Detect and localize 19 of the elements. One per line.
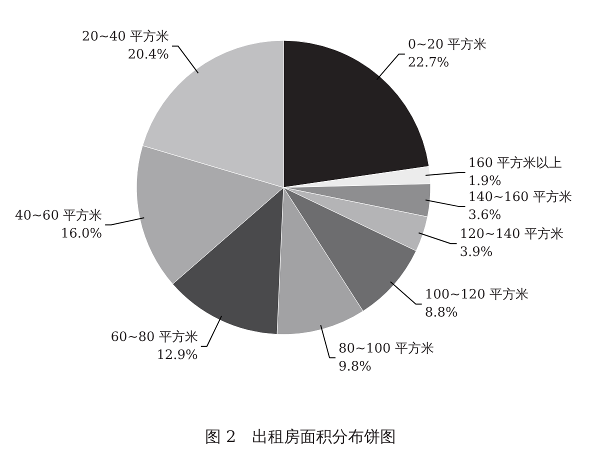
slice-label: 100~120 平方米 (424, 286, 528, 303)
slice-label: 160 平方米以上 (468, 155, 562, 172)
data-label: 3.9% (460, 245, 493, 260)
text: 图 2 出租房面积分布饼图 (204, 427, 396, 446)
slice-label: 80~100 平方米 (338, 340, 434, 356)
data-label: 8.8% (424, 306, 458, 321)
data-label: 12.9% (156, 348, 198, 363)
data-label: 16.0% (60, 226, 102, 242)
data-label: 20.4% (128, 48, 170, 63)
slice-label: 140~160 平方米 (468, 189, 572, 206)
slice-label: 60~80 平方米 (110, 328, 198, 345)
slice-label: 40~60 平方米 (15, 207, 102, 224)
slice-label: 120~140 平方米 (460, 226, 564, 242)
data-label: 9.8% (338, 359, 372, 374)
data-label: 1.9% (468, 174, 502, 190)
data-label: 22.7% (408, 56, 450, 71)
slice-label: 20~40 平方米 (82, 28, 170, 45)
slice-label: 0~20 平方米 (408, 36, 487, 53)
data-label: 3.6% (468, 208, 502, 224)
